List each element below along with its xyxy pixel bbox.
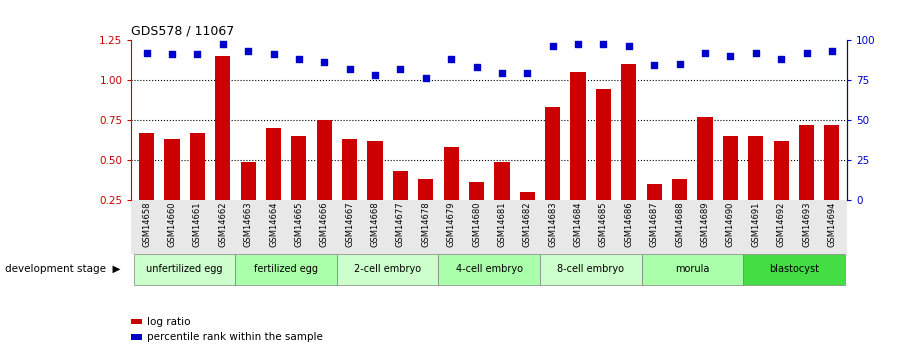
Bar xyxy=(317,120,332,240)
Bar xyxy=(189,133,205,240)
Bar xyxy=(240,161,255,240)
Point xyxy=(647,62,661,68)
Bar xyxy=(698,117,713,240)
Bar xyxy=(596,89,611,240)
Point xyxy=(444,56,458,62)
Bar xyxy=(799,125,814,240)
Point xyxy=(241,48,255,54)
Text: development stage  ▶: development stage ▶ xyxy=(5,264,120,274)
Point xyxy=(317,59,332,65)
Point xyxy=(419,76,433,81)
Point xyxy=(520,71,535,76)
Point xyxy=(723,53,737,58)
Point xyxy=(622,43,636,49)
Bar xyxy=(342,139,357,240)
Bar xyxy=(545,107,560,240)
Point xyxy=(469,64,484,70)
Text: 2-cell embryo: 2-cell embryo xyxy=(354,264,421,274)
Point xyxy=(292,56,306,62)
Point xyxy=(596,42,611,47)
Point xyxy=(571,42,585,47)
Text: fertilized egg: fertilized egg xyxy=(255,264,318,274)
Bar xyxy=(622,64,636,240)
Point xyxy=(216,42,230,47)
Point xyxy=(698,50,712,55)
Bar xyxy=(444,147,458,240)
Bar xyxy=(291,136,306,240)
Point xyxy=(393,66,408,71)
Bar xyxy=(265,128,281,240)
Text: percentile rank within the sample: percentile rank within the sample xyxy=(147,332,323,342)
Point xyxy=(266,51,281,57)
Bar xyxy=(164,139,179,240)
Text: 4-cell embryo: 4-cell embryo xyxy=(456,264,523,274)
Bar xyxy=(824,125,840,240)
Text: log ratio: log ratio xyxy=(147,317,190,327)
Point xyxy=(495,71,509,76)
Point xyxy=(545,43,560,49)
Point xyxy=(774,56,788,62)
Bar xyxy=(774,141,789,240)
Bar xyxy=(723,136,738,240)
Bar xyxy=(215,56,230,240)
Bar xyxy=(139,133,154,240)
Bar xyxy=(495,161,509,240)
Bar xyxy=(672,179,688,240)
Bar xyxy=(393,171,408,240)
Bar xyxy=(469,183,484,240)
Point xyxy=(672,61,687,67)
Point xyxy=(824,48,839,54)
Point xyxy=(165,51,179,57)
Bar xyxy=(571,72,585,240)
Point xyxy=(342,66,357,71)
Point xyxy=(190,51,205,57)
Bar xyxy=(647,184,661,240)
Point xyxy=(140,50,154,55)
Bar xyxy=(520,192,535,240)
Text: unfertilized egg: unfertilized egg xyxy=(147,264,223,274)
Text: 8-cell embryo: 8-cell embryo xyxy=(557,264,624,274)
Text: blastocyst: blastocyst xyxy=(769,264,819,274)
Point xyxy=(368,72,382,78)
Point xyxy=(748,50,763,55)
Text: morula: morula xyxy=(675,264,709,274)
Bar xyxy=(419,179,433,240)
Text: GDS578 / 11067: GDS578 / 11067 xyxy=(131,24,235,37)
Bar xyxy=(748,136,764,240)
Point xyxy=(799,50,814,55)
Bar xyxy=(368,141,382,240)
